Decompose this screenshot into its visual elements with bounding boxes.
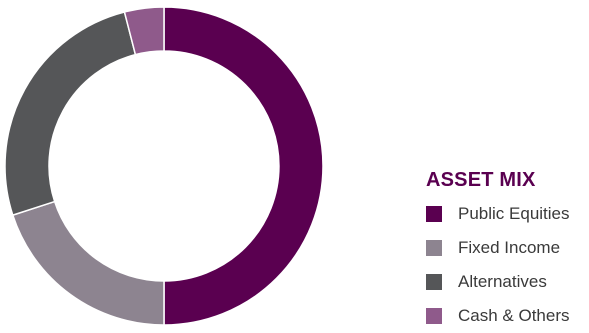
legend-label: Cash & Others	[458, 306, 570, 325]
legend-label: Alternatives	[458, 272, 547, 291]
legend-label: Public Equities	[458, 204, 570, 223]
legend-item-cash-others: Cash & Others	[426, 299, 570, 333]
legend-swatch	[426, 274, 442, 290]
legend-swatch	[426, 240, 442, 256]
donut-slice-fixed-income	[11, 200, 165, 326]
legend-label: Fixed Income	[458, 238, 561, 257]
donut-chart	[4, 6, 324, 326]
legend-item-public-equities: Public Equities	[426, 197, 570, 231]
donut-slice-cash-others	[123, 6, 165, 56]
legend-item-fixed-income: Fixed Income	[426, 231, 570, 265]
legend: ASSET MIX Public Equities Fixed Income A…	[426, 168, 570, 333]
legend-title: ASSET MIX	[426, 169, 536, 191]
donut-slice-alternatives	[4, 11, 137, 217]
legend-item-alternatives: Alternatives	[426, 265, 570, 299]
legend-swatch	[426, 308, 442, 324]
legend-swatch	[426, 206, 442, 222]
donut-slice-public-equities	[163, 6, 324, 326]
